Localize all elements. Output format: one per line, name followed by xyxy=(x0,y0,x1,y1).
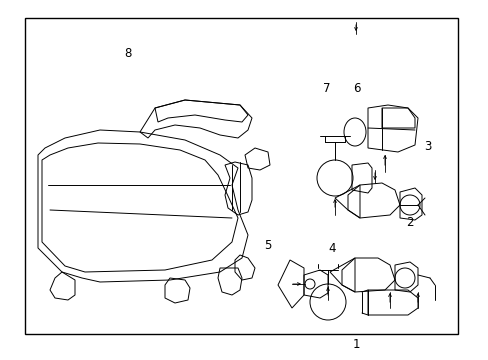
Text: 2: 2 xyxy=(405,216,413,229)
Text: 1: 1 xyxy=(351,338,359,351)
Text: 3: 3 xyxy=(423,140,431,153)
Text: 8: 8 xyxy=(124,47,132,60)
Text: 7: 7 xyxy=(322,82,330,95)
Text: 5: 5 xyxy=(264,239,271,252)
Text: 4: 4 xyxy=(328,242,336,255)
Text: 6: 6 xyxy=(352,82,360,95)
Bar xyxy=(25,18,457,334)
